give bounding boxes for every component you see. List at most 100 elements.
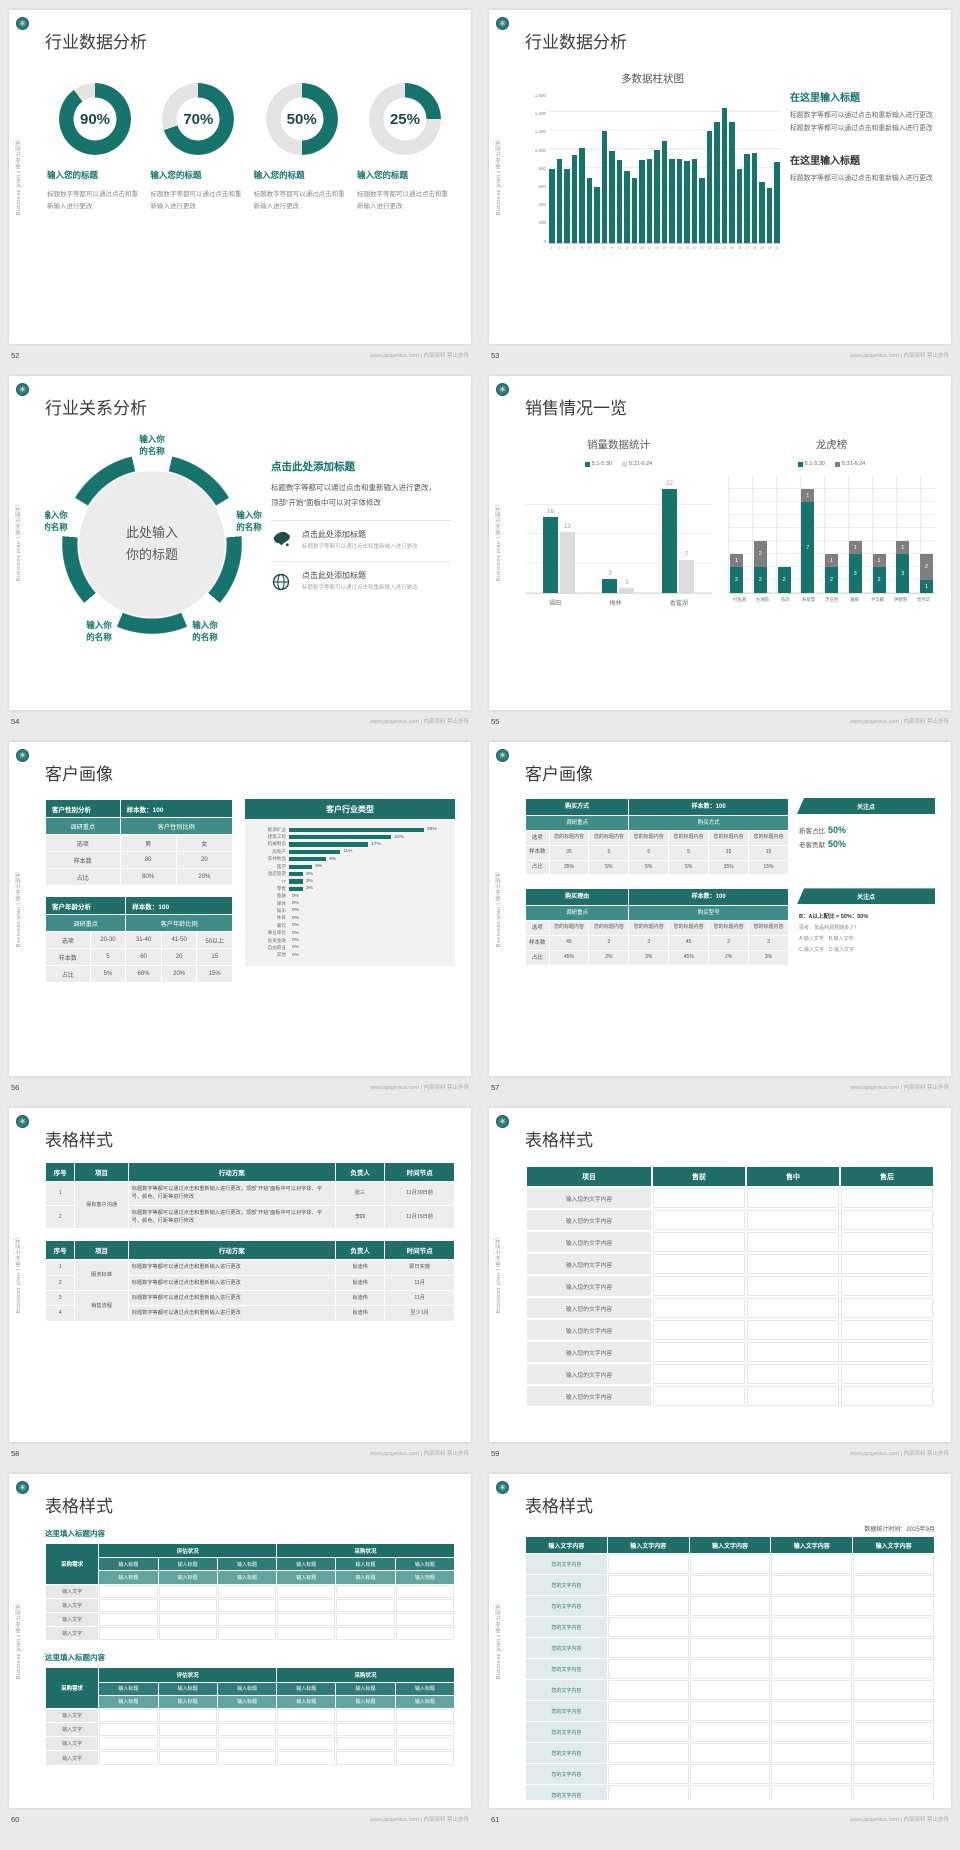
data-entry-table: 输入文字内容 输入文字内容 输入文字内容 输入文字内容 输入文字内容 您的文字内容 您的文… xyxy=(525,1536,935,1800)
text-heading-accent: 在这里输入标题 xyxy=(790,93,860,104)
hbar-percent: 22% xyxy=(394,834,405,840)
table-cell: 输入标题 xyxy=(395,1558,454,1571)
table-cell: 2 xyxy=(709,936,749,950)
table-cell: 50以上 xyxy=(197,932,232,948)
slide-52-thumbnail[interactable]: Business plan | 商业计划书 行业数据分析 90% 输入您的标题 … xyxy=(9,10,471,344)
text-heading-accent: 点击此处添加标题 xyxy=(271,461,355,473)
table-cell xyxy=(689,1722,771,1743)
page-number: 56 xyxy=(11,1082,20,1092)
x-tick-label: 19 xyxy=(685,246,689,250)
table-cell: 2% xyxy=(589,950,629,965)
bar xyxy=(631,177,638,243)
hbar-percent: 0% xyxy=(292,945,299,951)
segment-teal: 7 xyxy=(801,502,815,593)
bar xyxy=(766,188,773,243)
item-paragraph: 标题数字等都可以通过点击和重新输入进行更改 xyxy=(356,191,448,211)
hbar-row: 媒体 0% xyxy=(247,900,449,907)
hbar-row: 机械制造 17% xyxy=(247,841,449,848)
slide-cell-60: Business plan | 商业计划书 表格样式 这里填入标题内容采购需求评… xyxy=(9,1474,471,1826)
table-cell: 输入标题 xyxy=(217,1682,277,1695)
table-cell: 3% xyxy=(629,950,669,965)
hbar-bar xyxy=(289,871,303,877)
y-tick-label: 400 xyxy=(538,202,546,208)
hbar-row: 娱乐 0% xyxy=(247,907,449,914)
x-tick-label: 20 xyxy=(692,246,697,250)
table-cell xyxy=(747,1254,839,1274)
footer-url: www.pptgenius.com | 内部资料 禁止外传 xyxy=(850,1451,949,1457)
slide-55-thumbnail[interactable]: Business plan | 商业计划书 销售情况一览 销量数据统计 5.1-… xyxy=(489,376,951,710)
x-tick-label: 11 xyxy=(625,246,629,250)
hbar-row: 零售 3% xyxy=(247,885,449,892)
block-heading: 这里填入标题内容 xyxy=(45,1529,105,1538)
item-subtext: 标题数字等都可以通过点击和重新输入进行更改 xyxy=(302,585,418,592)
table-cell: 客户性别比例 xyxy=(120,818,232,834)
table-cell xyxy=(217,1723,277,1737)
bar-group: 22 7 xyxy=(662,481,695,593)
slide-60-thumbnail[interactable]: Business plan | 商业计划书 表格样式 这里填入标题内容采购需求评… xyxy=(9,1474,471,1808)
bar xyxy=(684,161,690,243)
table-cell: 45% xyxy=(549,950,589,965)
table-cell xyxy=(689,1638,771,1659)
s53-bars xyxy=(549,94,780,244)
legend-item: 5.31-6.24 xyxy=(834,461,865,467)
slide-58-thumbnail[interactable]: Business plan | 商业计划书 表格样式 序号项目行动方案负责人时间… xyxy=(9,1108,471,1442)
donut-percent: 90% xyxy=(79,110,111,128)
page-number: 61 xyxy=(491,1814,500,1824)
sidebar-vertical-text: Business plan | 商业计划书 xyxy=(496,1602,502,1680)
page-title: 行业数据分析 xyxy=(525,33,627,52)
table-cell xyxy=(653,1254,745,1274)
bar xyxy=(586,177,593,243)
table-cell xyxy=(653,1386,745,1406)
hbar-label: 体育 xyxy=(276,915,286,921)
diagram-label: 输入你的名称 xyxy=(45,510,68,533)
table-cell xyxy=(853,1680,934,1701)
x-tick-label: 22 xyxy=(707,246,712,250)
table-cell xyxy=(841,1254,933,1274)
slide-54-thumbnail[interactable]: Business plan | 商业计划书 行业关系分析 此处输入你的标题 输入… xyxy=(9,376,471,710)
table-cell xyxy=(336,1584,395,1598)
table-cell: 输入文字 xyxy=(46,1723,99,1737)
donut-percent: 50% xyxy=(286,110,317,128)
gender-stat-table: 客户性别分析 样本数：100 调研重点 客户性别比例 选项男女样本数 80 20 占比 80% 2… xyxy=(45,799,233,886)
slide-59-thumbnail[interactable]: Business plan | 商业计划书 表格样式 项目售前售中售后输入您的文… xyxy=(489,1108,951,1442)
bar xyxy=(691,159,698,243)
slide-56-thumbnail[interactable]: Business plan | 商业计划书 客户画像 客户性别分析样本数：100… xyxy=(9,742,471,1076)
slide-53-thumbnail[interactable]: Business plan | 商业计划书 行业数据分析 多数据柱状图 1,60… xyxy=(489,10,951,344)
x-tick-label: 24 xyxy=(722,246,727,250)
table-cell xyxy=(747,1210,839,1230)
page-number: 52 xyxy=(11,350,20,360)
table-cell: 客户年龄比例 xyxy=(126,915,232,931)
table-cell: 15 xyxy=(749,845,788,860)
table-cell xyxy=(653,1320,745,1340)
hbar-percent: 0% xyxy=(292,915,299,921)
footer-url: www.pptgenius.com | 内部资料 禁止外传 xyxy=(370,1817,469,1823)
x-tick-label: 12 xyxy=(632,246,637,250)
note-line: 思考：单品利润预期多少？ xyxy=(799,925,860,932)
table-cell xyxy=(607,1722,689,1743)
slide-61-thumbnail[interactable]: Business plan | 商业计划书 表格样式 数据统计时间：2025年9… xyxy=(489,1474,951,1808)
table-cell: 肖迪伟 xyxy=(335,1275,385,1290)
table-cell xyxy=(277,1751,336,1765)
list-item: 点击此处添加标题 标题数字等都可以通过点击和重新输入进行更改 xyxy=(271,529,455,553)
footer-url: www.pptgenius.com | 内部资料 禁止外传 xyxy=(850,1817,949,1823)
hbar-row: 体育 0% xyxy=(247,915,449,922)
table-cell: 您的文字内容 xyxy=(526,1596,607,1617)
slide-57-thumbnail[interactable]: Business plan | 商业计划书 客户画像 购买方式样本数：100调研… xyxy=(489,742,951,1076)
bar xyxy=(646,159,653,243)
notes-panel: 关注点 B：A以上配比 = 50%：50% 思考：单品利润预期多少？ A.输入文字 B… xyxy=(797,888,935,965)
globe-icon xyxy=(271,570,293,597)
bar xyxy=(654,149,660,243)
table-cell xyxy=(607,1575,689,1596)
table-cell: 您的文字内容 xyxy=(526,1575,607,1596)
table-cell: 3 xyxy=(46,1290,75,1306)
table-cell: 您的标题内容 xyxy=(749,921,788,936)
donut-item: 90% 输入您的标题 标题数字等都可以通过点击和重新输入进行更改 xyxy=(47,83,143,214)
segment-gray: 1 xyxy=(896,541,910,554)
note-line: 老客贡献 50% xyxy=(799,839,847,849)
table-cell: 您的标题内容 xyxy=(589,830,629,845)
bar xyxy=(759,181,765,243)
table-cell: 标题数字等都可以通过点击和重新输入进行更改 xyxy=(128,1306,335,1321)
x-tick-label: 14 xyxy=(647,246,652,250)
